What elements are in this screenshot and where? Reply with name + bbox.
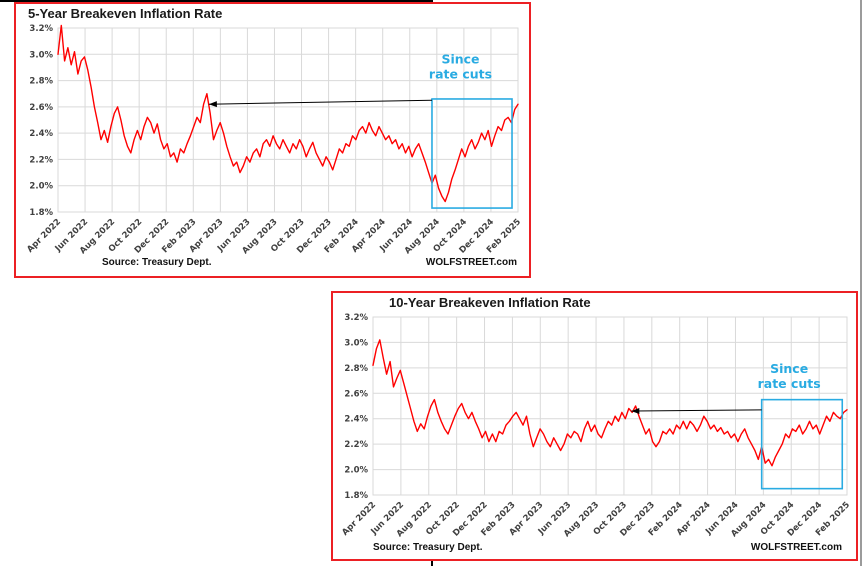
- screen-top-edge-line: [0, 0, 433, 2]
- svg-text:3.0%: 3.0%: [344, 338, 368, 348]
- svg-text:3.2%: 3.2%: [29, 24, 53, 34]
- chart-footer: Source: Treasury Dept. WOLFSTREET.com: [16, 254, 529, 270]
- svg-text:1.8%: 1.8%: [344, 491, 368, 501]
- chart-title: 10-Year Breakeven Inflation Rate: [389, 295, 591, 310]
- svg-text:3.2%: 3.2%: [344, 313, 368, 323]
- svg-text:2.0%: 2.0%: [344, 466, 368, 476]
- brand-label: WOLFSTREET.com: [425, 256, 517, 268]
- cursor-caret-artifact: [431, 556, 433, 566]
- svg-text:2.8%: 2.8%: [344, 364, 368, 374]
- five-year-breakeven-chart-card: 5-Year Breakeven Inflation Rate Apr 2022…: [14, 2, 531, 278]
- svg-text:2.2%: 2.2%: [344, 440, 368, 450]
- source-label: Source: Treasury Dept.: [102, 256, 212, 268]
- chart-footer: Source: Treasury Dept. WOLFSTREET.com: [333, 539, 856, 555]
- svg-text:2.4%: 2.4%: [344, 415, 368, 425]
- svg-text:3.0%: 3.0%: [29, 50, 53, 60]
- svg-text:Since: Since: [441, 51, 479, 66]
- svg-text:2.4%: 2.4%: [29, 129, 53, 139]
- svg-text:2.0%: 2.0%: [29, 182, 53, 192]
- screen-right-edge-line: [860, 0, 862, 566]
- svg-text:rate cuts: rate cuts: [429, 66, 492, 81]
- brand-label: WOLFSTREET.com: [750, 541, 842, 553]
- svg-text:Since: Since: [770, 361, 808, 376]
- source-label: Source: Treasury Dept.: [373, 541, 483, 553]
- svg-text:2.2%: 2.2%: [29, 155, 53, 165]
- svg-text:rate cuts: rate cuts: [758, 376, 821, 391]
- svg-text:2.6%: 2.6%: [344, 389, 368, 399]
- svg-text:2.8%: 2.8%: [29, 77, 53, 87]
- ten-year-breakeven-chart-card: 10-Year Breakeven Inflation Rate Apr 202…: [331, 291, 858, 561]
- svg-text:2.6%: 2.6%: [29, 103, 53, 113]
- svg-text:1.8%: 1.8%: [29, 208, 53, 218]
- chart-title: 5-Year Breakeven Inflation Rate: [28, 6, 223, 21]
